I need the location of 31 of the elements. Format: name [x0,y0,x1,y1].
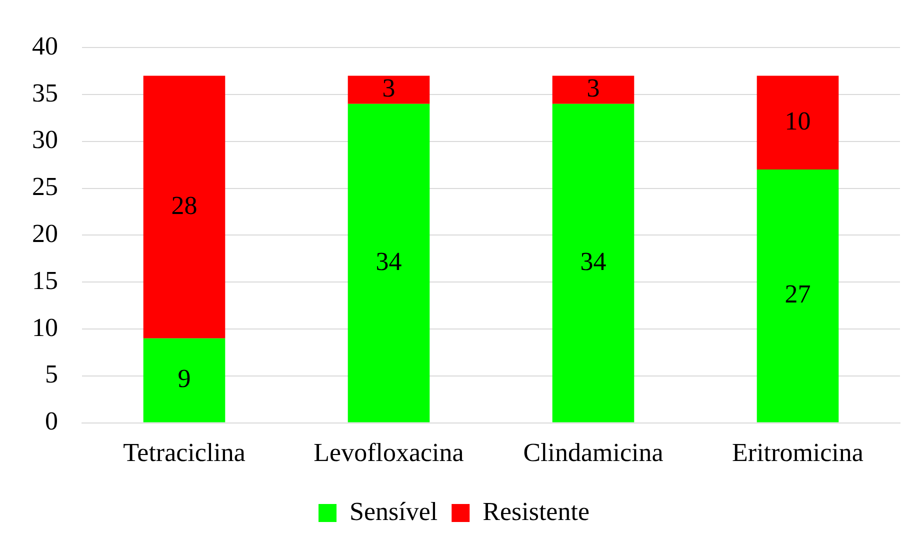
x-tick-label: Clindamicina [523,438,664,468]
bar [552,76,634,104]
y-tick-label: 15 [32,266,58,295]
bar [348,104,430,422]
data-label: 3 [586,74,600,103]
data-label: 34 [580,246,606,276]
y-tick-label: 30 [32,125,58,154]
y-tick-label: 20 [32,219,58,248]
legend-label: Sensível [350,496,438,526]
bar [348,76,430,104]
bar [552,104,634,422]
bar [143,338,226,422]
data-label: 34 [376,246,402,276]
bar [143,76,226,338]
x-tick-label: Levofloxacina [314,438,464,468]
y-tick-label: 0 [45,406,58,436]
data-label: 28 [171,190,198,220]
x-tick-label: Eritromicina [732,438,864,468]
data-label: 10 [784,106,811,136]
bar [756,76,839,170]
x-tick-label: Tetraciclina [123,438,246,468]
y-tick-label: 10 [32,312,58,342]
data-label: 3 [382,74,396,103]
y-tick-label: 25 [32,172,58,202]
legend-label: Resistente [482,496,590,526]
y-tick-label: 40 [32,31,58,60]
y-tick-label: 35 [32,78,58,108]
bar [756,170,839,422]
data-label: 9 [178,364,191,394]
y-tick-label: 5 [45,360,58,389]
data-label: 27 [784,280,811,309]
